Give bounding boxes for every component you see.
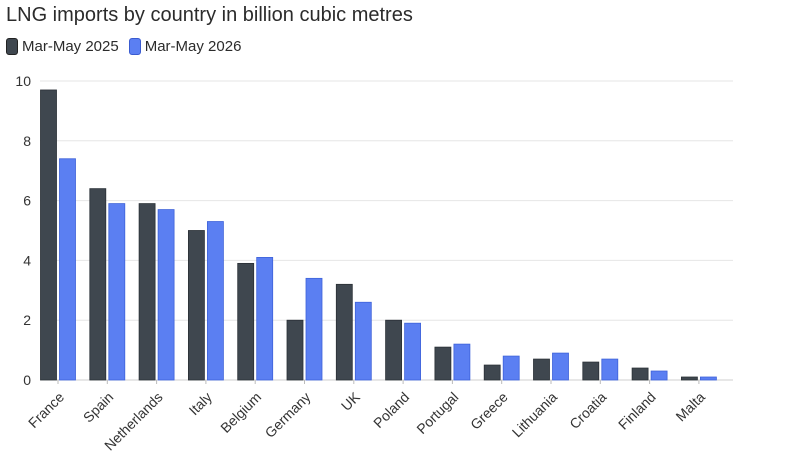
y-tick-label: 8 [23,133,31,149]
bar-portugal-series-2[interactable] [453,343,471,381]
x-tick-label: Lithuania [509,389,561,441]
bar-netherlands-series-2[interactable] [157,209,175,381]
bar-croatia-series-1[interactable] [582,361,600,381]
bar-italy-series-1[interactable] [187,230,205,381]
x-tick-label: Malta [673,389,709,425]
bar-uk-series-2[interactable] [354,301,372,381]
legend-item-series-2[interactable]: Mar-May 2026 [128,38,242,55]
legend-item-series-1[interactable]: Mar-May 2025 [6,38,119,55]
bar-greece-series-1[interactable] [483,364,501,381]
bar-greece-series-2[interactable] [502,355,520,381]
x-tick-label: UK [338,388,364,414]
bar-poland-series-2[interactable] [404,322,422,381]
x-tick-label: Finland [615,389,659,433]
x-tick-label: Italy [186,389,215,418]
bar-lithuania-series-2[interactable] [552,352,569,381]
bar-poland-series-1[interactable] [385,319,403,381]
x-tick-label: France [25,389,67,431]
bar-lithuania-series-1[interactable] [533,358,550,381]
bar-portugal-series-1[interactable] [434,346,452,381]
bar-layer [40,89,717,381]
legend-label-series-2: Mar-May 2026 [144,38,242,55]
bar-malta-series-1[interactable] [681,376,698,381]
y-tick-label: 6 [23,193,31,209]
bar-germany-series-2[interactable] [305,277,323,381]
chart-title: LNG imports by country in billion cubic … [6,4,413,26]
y-tick-label: 10 [15,73,31,89]
x-tick-label: Portugal [413,389,461,437]
y-tick-label: 4 [23,252,31,268]
x-tick-label: Germany [262,389,314,441]
y-tick-label: 0 [23,372,31,388]
bar-finland-series-2[interactable] [650,370,668,381]
bar-croatia-series-2[interactable] [601,358,619,381]
x-tick-label: Greece [467,389,511,433]
bar-finland-series-1[interactable] [631,367,649,381]
bar-uk-series-1[interactable] [335,283,353,381]
bar-france-series-1[interactable] [40,89,57,381]
y-tick-label: 2 [23,312,31,328]
x-tick-label: Belgium [217,389,264,436]
x-tick-label: Poland [370,389,412,431]
x-tick-label: Spain [80,389,117,426]
bar-netherlands-series-1[interactable] [138,203,156,381]
bar-belgium-series-1[interactable] [237,262,255,381]
bar-spain-series-1[interactable] [89,188,107,381]
x-tick-label: Croatia [566,389,609,432]
bar-italy-series-2[interactable] [206,221,224,381]
legend-label-series-1: Mar-May 2025 [22,38,119,55]
bar-germany-series-1[interactable] [286,319,304,381]
bar-belgium-series-2[interactable] [256,257,274,381]
legend-swatch-series-2 [128,38,141,55]
bar-spain-series-2[interactable] [108,203,126,381]
legend-swatch-series-1 [6,38,18,55]
legend: Mar-May 2025 Mar-May 2026 [6,38,251,55]
bar-malta-series-2[interactable] [700,376,717,381]
bar-france-series-2[interactable] [59,158,76,381]
